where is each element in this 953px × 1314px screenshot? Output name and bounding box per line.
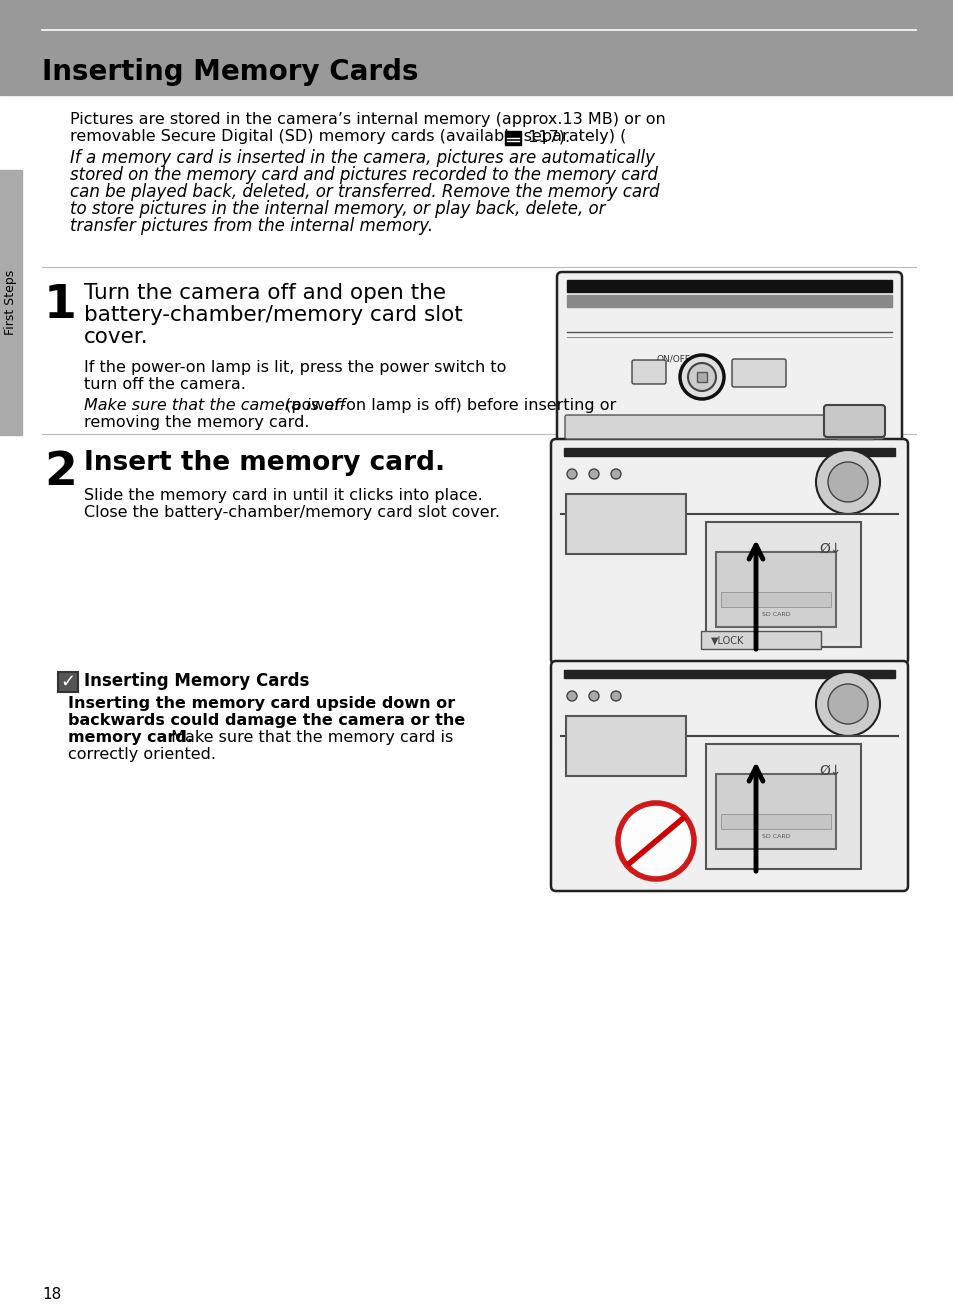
Circle shape bbox=[827, 463, 867, 502]
Circle shape bbox=[687, 363, 716, 392]
Text: 117).: 117). bbox=[522, 129, 570, 145]
FancyBboxPatch shape bbox=[823, 405, 884, 438]
Circle shape bbox=[815, 671, 879, 736]
Circle shape bbox=[566, 469, 577, 480]
Text: Pictures are stored in the camera’s internal memory (approx.13 MB) or on: Pictures are stored in the camera’s inte… bbox=[70, 112, 665, 127]
Circle shape bbox=[827, 685, 867, 724]
Circle shape bbox=[610, 691, 620, 700]
Circle shape bbox=[618, 803, 693, 879]
Text: backwards could damage the camera or the: backwards could damage the camera or the bbox=[68, 714, 465, 728]
Bar bbox=[705, 744, 861, 869]
Bar bbox=[504, 131, 520, 145]
Text: to store pictures in the internal memory, or play back, delete, or: to store pictures in the internal memory… bbox=[70, 200, 605, 218]
Text: 2: 2 bbox=[44, 449, 77, 495]
Text: SD CARD: SD CARD bbox=[760, 834, 789, 840]
Text: battery-chamber/memory card slot: battery-chamber/memory card slot bbox=[84, 305, 462, 325]
Bar bbox=[697, 372, 706, 382]
Circle shape bbox=[610, 469, 620, 480]
Text: Turn the camera off and open the: Turn the camera off and open the bbox=[84, 283, 446, 304]
Bar bbox=[700, 631, 821, 649]
FancyBboxPatch shape bbox=[551, 661, 907, 891]
Text: Ø↓: Ø↓ bbox=[819, 763, 841, 778]
Text: Inserting the memory card upside down or: Inserting the memory card upside down or bbox=[68, 696, 455, 711]
Bar bbox=[720, 813, 830, 829]
FancyBboxPatch shape bbox=[557, 272, 901, 447]
Bar bbox=[566, 296, 891, 307]
Text: Inserting Memory Cards: Inserting Memory Cards bbox=[42, 58, 418, 85]
Text: 1: 1 bbox=[44, 283, 77, 328]
Bar bbox=[0, 0, 953, 95]
Bar bbox=[563, 670, 894, 678]
Bar bbox=[58, 671, 78, 692]
Bar bbox=[566, 280, 891, 292]
Text: ON/OFF: ON/OFF bbox=[657, 355, 690, 364]
Text: First Steps: First Steps bbox=[5, 269, 17, 335]
Text: If a memory card is inserted in the camera, pictures are automatically: If a memory card is inserted in the came… bbox=[70, 148, 655, 167]
Circle shape bbox=[588, 691, 598, 700]
Text: stored on the memory card and pictures recorded to the memory card: stored on the memory card and pictures r… bbox=[70, 166, 658, 184]
Text: 18: 18 bbox=[42, 1286, 61, 1302]
Text: If the power-on lamp is lit, press the power switch to: If the power-on lamp is lit, press the p… bbox=[84, 360, 506, 374]
Text: Insert the memory card.: Insert the memory card. bbox=[84, 449, 445, 476]
FancyBboxPatch shape bbox=[564, 415, 883, 439]
Text: Make sure that the memory card is: Make sure that the memory card is bbox=[166, 731, 453, 745]
Text: removing the memory card.: removing the memory card. bbox=[84, 415, 309, 430]
Circle shape bbox=[588, 469, 598, 480]
FancyBboxPatch shape bbox=[551, 439, 907, 664]
Text: Slide the memory card in until it clicks into place.: Slide the memory card in until it clicks… bbox=[84, 487, 482, 503]
Bar bbox=[565, 716, 685, 777]
Bar bbox=[716, 774, 835, 849]
Text: Inserting Memory Cards: Inserting Memory Cards bbox=[84, 671, 309, 690]
Bar bbox=[0, 170, 22, 435]
Bar bbox=[705, 522, 861, 646]
Text: cover.: cover. bbox=[84, 327, 149, 347]
Circle shape bbox=[566, 691, 577, 700]
Bar bbox=[563, 448, 894, 456]
Text: ▼LOCK: ▼LOCK bbox=[710, 636, 743, 646]
Text: memory card.: memory card. bbox=[68, 731, 193, 745]
Text: Close the battery-chamber/memory card slot cover.: Close the battery-chamber/memory card sl… bbox=[84, 505, 499, 520]
Text: Make sure that the camera is off: Make sure that the camera is off bbox=[84, 398, 345, 413]
Text: SD CARD: SD CARD bbox=[760, 612, 789, 618]
Text: Ø↓: Ø↓ bbox=[819, 541, 841, 556]
Text: (power-on lamp is off) before inserting or: (power-on lamp is off) before inserting … bbox=[280, 398, 616, 413]
Text: transfer pictures from the internal memory.: transfer pictures from the internal memo… bbox=[70, 217, 433, 235]
Bar bbox=[716, 552, 835, 627]
Bar bbox=[565, 494, 685, 555]
Bar bbox=[720, 593, 830, 607]
Circle shape bbox=[679, 355, 723, 399]
Text: ✓: ✓ bbox=[60, 673, 75, 691]
FancyBboxPatch shape bbox=[631, 360, 665, 384]
FancyBboxPatch shape bbox=[731, 359, 785, 388]
Text: can be played back, deleted, or transferred. Remove the memory card: can be played back, deleted, or transfer… bbox=[70, 183, 659, 201]
Circle shape bbox=[815, 449, 879, 514]
Text: removable Secure Digital (SD) memory cards (available separately) (: removable Secure Digital (SD) memory car… bbox=[70, 129, 626, 145]
Text: turn off the camera.: turn off the camera. bbox=[84, 377, 246, 392]
Text: correctly oriented.: correctly oriented. bbox=[68, 746, 215, 762]
